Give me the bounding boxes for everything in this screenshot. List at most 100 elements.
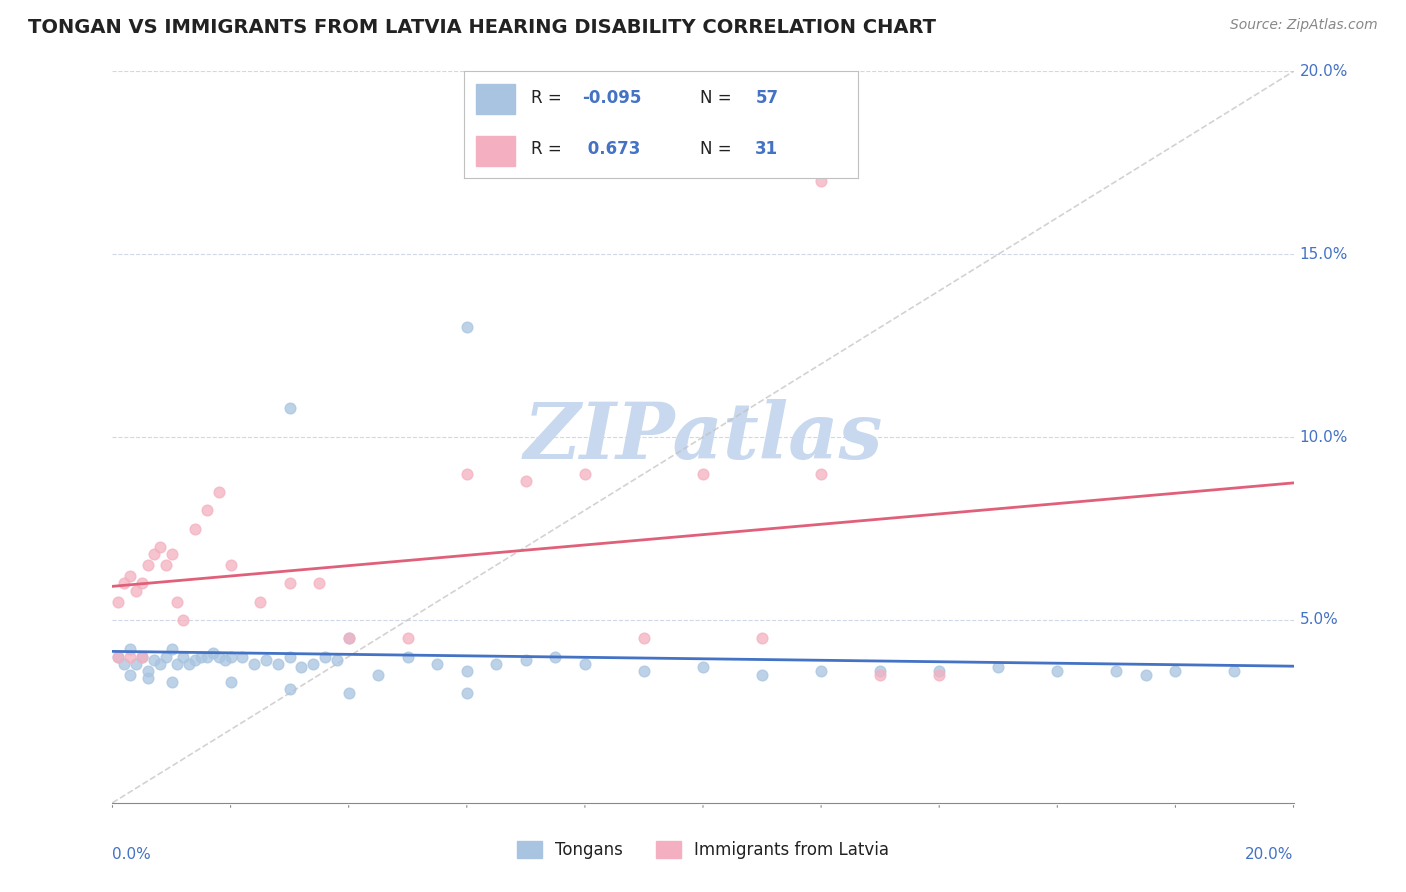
Point: [810, 664, 832, 678]
Point: [172, 649, 194, 664]
Text: 20.0%: 20.0%: [1246, 847, 1294, 862]
Point: [515, 653, 537, 667]
Point: [810, 174, 832, 188]
Point: [337, 632, 360, 646]
Text: 0.0%: 0.0%: [112, 847, 152, 862]
Point: [131, 649, 153, 664]
Point: [254, 653, 277, 667]
Point: [396, 649, 419, 664]
Point: [136, 664, 159, 678]
Point: [515, 474, 537, 488]
Point: [692, 467, 714, 481]
Point: [142, 653, 165, 667]
Point: [456, 467, 478, 481]
Point: [633, 632, 655, 646]
Text: 10.0%: 10.0%: [1299, 430, 1348, 444]
Point: [928, 664, 950, 678]
Point: [1105, 664, 1128, 678]
Point: [367, 667, 389, 681]
Point: [160, 547, 183, 561]
Point: [179, 657, 201, 671]
Text: Source: ZipAtlas.com: Source: ZipAtlas.com: [1230, 18, 1378, 32]
Point: [166, 594, 188, 608]
Point: [243, 657, 266, 671]
Point: [120, 642, 142, 657]
Point: [574, 657, 596, 671]
Point: [290, 660, 312, 674]
Point: [201, 646, 224, 660]
Point: [544, 649, 567, 664]
Point: [125, 657, 148, 671]
Point: [810, 467, 832, 481]
Text: TONGAN VS IMMIGRANTS FROM LATVIA HEARING DISABILITY CORRELATION CHART: TONGAN VS IMMIGRANTS FROM LATVIA HEARING…: [28, 18, 936, 37]
Point: [928, 667, 950, 681]
Point: [149, 657, 172, 671]
Bar: [475, 84, 515, 114]
Bar: [475, 136, 515, 166]
Text: 31: 31: [755, 141, 779, 159]
Point: [136, 558, 159, 573]
Point: [249, 594, 271, 608]
Point: [1046, 664, 1069, 678]
Point: [1164, 664, 1187, 678]
Point: [107, 594, 129, 608]
Point: [326, 653, 349, 667]
Point: [869, 664, 891, 678]
Point: [120, 667, 142, 681]
Point: [214, 653, 236, 667]
Point: [160, 642, 183, 657]
Point: [1223, 664, 1246, 678]
Legend: Tongans, Immigrants from Latvia: Tongans, Immigrants from Latvia: [510, 834, 896, 866]
Text: R =: R =: [531, 89, 567, 107]
Point: [485, 657, 508, 671]
Point: [195, 503, 218, 517]
Point: [574, 467, 596, 481]
Point: [172, 613, 194, 627]
Point: [142, 547, 165, 561]
Point: [456, 320, 478, 334]
Point: [184, 653, 207, 667]
Point: [396, 632, 419, 646]
Point: [456, 686, 478, 700]
Point: [166, 657, 188, 671]
Text: N =: N =: [700, 141, 737, 159]
Point: [692, 660, 714, 674]
Point: [267, 657, 290, 671]
Point: [302, 657, 325, 671]
Point: [155, 558, 177, 573]
Point: [219, 558, 242, 573]
Point: [107, 649, 129, 664]
Point: [231, 649, 253, 664]
Point: [131, 576, 153, 591]
Point: [112, 576, 135, 591]
Point: [278, 401, 301, 415]
Text: 0.673: 0.673: [582, 141, 641, 159]
Point: [278, 682, 301, 697]
Text: -0.095: -0.095: [582, 89, 641, 107]
Point: [195, 649, 218, 664]
Text: ZIPatlas: ZIPatlas: [523, 399, 883, 475]
Text: 57: 57: [755, 89, 779, 107]
Point: [456, 664, 478, 678]
Text: 5.0%: 5.0%: [1299, 613, 1339, 627]
Point: [155, 649, 177, 664]
Point: [208, 649, 231, 664]
Text: N =: N =: [700, 89, 737, 107]
Point: [190, 649, 212, 664]
Point: [308, 576, 330, 591]
Point: [337, 686, 360, 700]
Text: R =: R =: [531, 141, 567, 159]
Point: [633, 664, 655, 678]
Point: [125, 583, 148, 598]
Point: [120, 569, 142, 583]
Point: [1135, 667, 1157, 681]
Point: [160, 675, 183, 690]
Point: [149, 540, 172, 554]
Point: [751, 632, 773, 646]
Point: [751, 667, 773, 681]
Point: [337, 632, 360, 646]
Point: [131, 649, 153, 664]
Point: [107, 649, 129, 664]
Point: [869, 667, 891, 681]
Point: [120, 649, 142, 664]
